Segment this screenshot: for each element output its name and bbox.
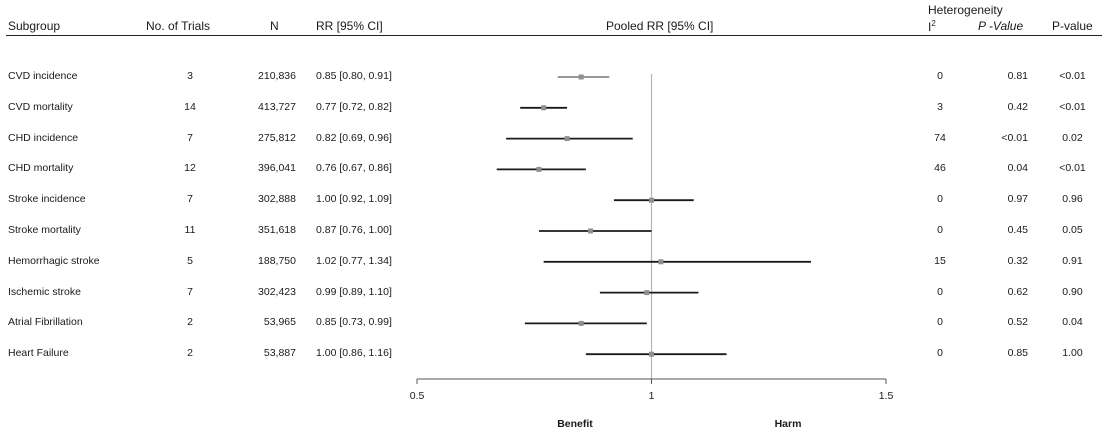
x-tick-label: 1.5	[879, 390, 894, 402]
cell-p-het: <0.01	[1001, 131, 1028, 144]
cell-n: 53,965	[263, 316, 296, 329]
cell-p: 0.02	[1062, 131, 1083, 144]
header-heterogeneity: Heterogeneity	[928, 3, 1003, 17]
cell-p: 0.91	[1062, 254, 1083, 267]
cell-trials: 7	[187, 131, 193, 144]
cell-i2: 0	[937, 224, 943, 236]
cell-subgroup: Hemorrhagic stroke	[8, 254, 100, 267]
header-subgroup: Subgroup	[8, 19, 61, 33]
point-estimate	[658, 259, 664, 265]
cell-rr: 0.82 [0.69, 0.96]	[316, 131, 392, 144]
cell-trials: 2	[187, 347, 193, 360]
header-rr: RR [95% CI]	[316, 19, 383, 33]
cell-i2: 15	[934, 254, 946, 267]
cell-n: 188,750	[258, 254, 296, 267]
cell-i2: 46	[934, 162, 946, 175]
cell-p-het: 0.97	[1007, 193, 1028, 206]
header-pooled: Pooled RR [95% CI]	[606, 19, 714, 33]
cell-rr: 0.85 [0.80, 0.91]	[316, 70, 392, 82]
cell-subgroup: Stroke mortality	[8, 224, 81, 236]
cell-rr: 0.99 [0.89, 1.10]	[316, 285, 392, 298]
cell-rr: 0.77 [0.72, 0.82]	[316, 100, 392, 113]
header-rule	[6, 35, 1102, 36]
cell-trials: 7	[187, 193, 193, 206]
point-estimate	[578, 320, 584, 326]
cell-subgroup: CVD incidence	[8, 70, 78, 82]
cell-n: 302,888	[258, 193, 296, 206]
cell-rr: 1.00 [0.92, 1.09]	[316, 193, 392, 206]
cell-p: 0.04	[1062, 316, 1083, 329]
cell-i2: 0	[937, 316, 943, 329]
cell-n: 351,618	[258, 224, 296, 236]
cell-p-het: 0.42	[1007, 100, 1028, 113]
cell-rr: 0.76 [0.67, 0.86]	[316, 162, 392, 175]
cell-p-het: 0.45	[1007, 224, 1028, 236]
point-estimate	[564, 136, 570, 142]
cell-rr: 1.02 [0.77, 1.34]	[316, 254, 392, 267]
cell-i2: 0	[937, 285, 943, 298]
cell-trials: 12	[184, 162, 196, 175]
point-estimate	[649, 197, 654, 203]
cell-p-het: 0.52	[1007, 316, 1028, 329]
cell-p: 0.05	[1062, 224, 1083, 236]
cell-n: 210,836	[258, 70, 296, 82]
header-trials: No. of Trials	[146, 19, 211, 33]
cell-trials: 7	[187, 285, 193, 298]
cell-trials: 2	[187, 316, 193, 329]
cell-p: <0.01	[1059, 70, 1086, 82]
header-n: N	[270, 19, 279, 33]
cell-n: 53,887	[263, 347, 296, 360]
cell-trials: 11	[184, 224, 196, 236]
cell-subgroup: Ischemic stroke	[8, 285, 81, 298]
xlabel-harm: Harm	[775, 418, 802, 430]
point-estimate	[541, 105, 547, 111]
cell-subgroup: Stroke incidence	[8, 193, 86, 206]
point-estimate	[588, 228, 594, 234]
cell-rr: 0.87 [0.76, 1.00]	[316, 224, 392, 236]
cell-n: 302,423	[258, 285, 296, 298]
cell-i2: 0	[937, 347, 943, 360]
header-pvalue2: P-value	[1052, 19, 1093, 33]
header-i2: I2	[928, 19, 936, 34]
cell-subgroup: CHD mortality	[8, 162, 74, 175]
point-estimate	[578, 74, 584, 80]
cell-subgroup: Heart Failure	[8, 347, 69, 360]
cell-i2: 0	[937, 70, 943, 82]
cell-p: 1.00	[1062, 347, 1083, 360]
cell-i2: 0	[937, 193, 943, 206]
x-tick-label: 0.5	[410, 390, 425, 402]
cell-p-het: 0.81	[1007, 70, 1028, 82]
cell-p-het: 0.62	[1007, 285, 1028, 298]
cell-p: <0.01	[1059, 162, 1086, 175]
point-estimate	[536, 166, 542, 172]
cell-subgroup: CVD mortality	[8, 100, 73, 113]
cell-i2: 3	[937, 100, 943, 113]
header-pvalue: P -Value	[978, 19, 1024, 33]
cell-p-het: 0.85	[1007, 347, 1028, 360]
cell-i2: 74	[934, 131, 946, 144]
cell-rr: 1.00 [0.86, 1.16]	[316, 347, 392, 360]
cell-n: 396,041	[258, 162, 296, 175]
cell-trials: 5	[187, 254, 193, 267]
cell-n: 275,812	[258, 131, 296, 144]
x-tick-label: 1	[649, 390, 655, 402]
cell-p: 0.96	[1062, 193, 1083, 206]
cell-rr: 0.85 [0.73, 0.99]	[316, 316, 392, 329]
cell-subgroup: Atrial Fibrillation	[8, 316, 83, 329]
cell-p-het: 0.04	[1007, 162, 1028, 175]
point-estimate	[644, 290, 650, 296]
cell-trials: 14	[184, 100, 196, 113]
cell-p-het: 0.32	[1007, 254, 1028, 267]
cell-p: 0.90	[1062, 285, 1083, 298]
cell-subgroup: CHD incidence	[8, 131, 79, 144]
header-i2-sup: 2	[931, 19, 936, 28]
point-estimate	[649, 351, 654, 357]
cell-n: 413,727	[258, 100, 296, 113]
cell-trials: 3	[187, 70, 193, 82]
header-i2-base: I	[928, 20, 932, 34]
cell-p: <0.01	[1059, 100, 1086, 113]
xlabel-benefit: Benefit	[557, 418, 593, 430]
